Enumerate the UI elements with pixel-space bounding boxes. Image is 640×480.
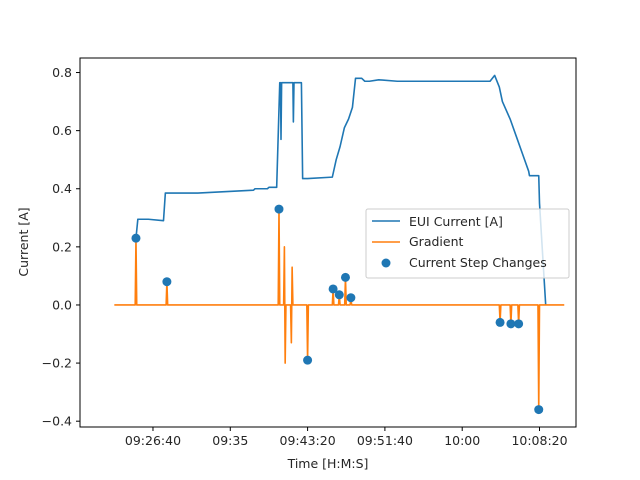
- y-tick-label: 0.8: [52, 65, 72, 80]
- step-change-point: [534, 405, 544, 415]
- step-change-point: [303, 355, 313, 365]
- step-change-point: [514, 319, 524, 329]
- y-tick-label: 0.6: [52, 123, 72, 138]
- y-tick-label: −0.2: [42, 356, 72, 371]
- x-tick-label: 09:26:40: [125, 433, 181, 448]
- step-change-point: [495, 317, 505, 327]
- legend-swatch-steps: [381, 258, 391, 268]
- legend: EUI Current [A] Gradient Current Step Ch…: [365, 208, 570, 279]
- step-change-point: [506, 319, 516, 329]
- step-change-point: [274, 204, 284, 214]
- step-change-point: [334, 290, 344, 300]
- y-tick-label: 0.4: [52, 181, 72, 196]
- step-change-point: [340, 272, 350, 282]
- y-tick-label: 0.0: [52, 297, 72, 312]
- legend-label-gradient: Gradient: [409, 234, 464, 249]
- series-line-current: [135, 74, 547, 306]
- y-axis-label: Current [A]: [16, 207, 31, 276]
- x-axis-label: Time [H:M:S]: [287, 456, 369, 471]
- legend-label-current: EUI Current [A]: [409, 214, 503, 229]
- step-change-point: [346, 293, 356, 303]
- y-axis-ticks: −0.4 −0.2 0.0 0.2 0.4 0.6 0.8: [42, 65, 80, 429]
- step-change-point: [162, 277, 172, 287]
- legend-label-steps: Current Step Changes: [409, 255, 547, 270]
- legend-frame: [365, 208, 570, 279]
- step-change-point: [328, 284, 338, 294]
- series-layer: [114, 74, 565, 415]
- x-tick-label: 10:00: [444, 433, 480, 448]
- x-axis-ticks: 09:26:40 09:35 09:43:20 09:51:40 10:00 10:08:…: [125, 427, 568, 448]
- y-tick-label: 0.2: [52, 239, 72, 254]
- step-change-point: [131, 233, 141, 243]
- x-tick-label: 10:08:20: [511, 433, 567, 448]
- y-tick-label: −0.4: [42, 414, 72, 429]
- x-tick-label: 09:43:20: [280, 433, 336, 448]
- x-tick-label: 09:51:40: [357, 433, 413, 448]
- x-tick-label: 09:35: [212, 433, 248, 448]
